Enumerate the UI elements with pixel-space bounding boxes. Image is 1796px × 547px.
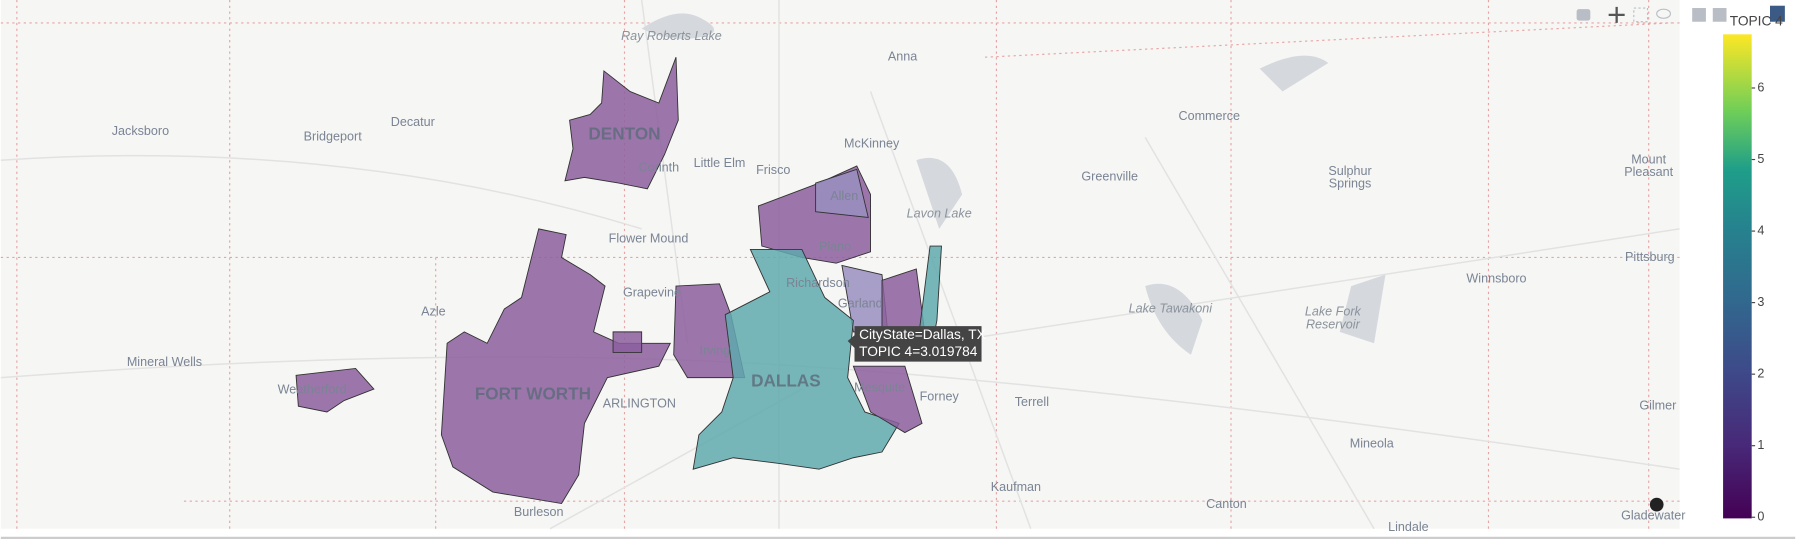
info-button[interactable]	[1649, 497, 1664, 512]
place-label: Little Elm	[694, 156, 746, 170]
place-label: FORT WORTH	[475, 383, 591, 403]
plotly-logo[interactable]	[1769, 5, 1785, 22]
place-label: Mount	[1631, 153, 1666, 167]
lasso-button[interactable]	[1656, 8, 1672, 19]
place-label: Mineola	[1350, 436, 1394, 450]
lakes	[641, 13, 1386, 355]
place-label: Lake Tawakoni	[1129, 301, 1214, 315]
place-label: Decatur	[391, 115, 435, 129]
place-label: Grapevine	[623, 285, 681, 299]
place-label: Anna	[888, 50, 917, 64]
place-label: ARLINGTON	[603, 396, 676, 410]
pan-button[interactable]	[1608, 6, 1625, 23]
place-label: Richardson	[786, 276, 850, 290]
zoom-in-button[interactable]	[1692, 8, 1706, 22]
place-label: Commerce	[1179, 109, 1241, 123]
place-label: Terrell	[1015, 395, 1049, 409]
place-label: Irving	[700, 344, 731, 358]
camera-button[interactable]	[1576, 9, 1591, 21]
place-label: Pleasant	[1624, 165, 1673, 179]
place-label: Reservoir	[1306, 317, 1361, 331]
place-label: Burleson	[514, 505, 564, 519]
place-label: Mineral Wells	[127, 355, 202, 369]
colorbar-tick-label: 6	[1757, 80, 1764, 94]
county-borders	[0, 0, 1680, 529]
place-label: DENTON	[588, 124, 660, 144]
zoom-out-button[interactable]	[1712, 8, 1727, 22]
place-label: Weatherford	[278, 383, 347, 397]
place-label: Kaufman	[991, 480, 1041, 494]
colorbar-tick-label: 5	[1757, 152, 1764, 166]
place-label: Frisco	[756, 163, 790, 177]
place-label: Gladewater	[1621, 508, 1685, 522]
colorbar-tick-label: 1	[1757, 438, 1764, 452]
place-label: Greenville	[1081, 170, 1138, 184]
place-label: Lindale	[1388, 520, 1429, 534]
tooltip-box	[847, 326, 982, 362]
place-label: Flower Mound	[609, 231, 689, 245]
box-select-button[interactable]	[1633, 7, 1649, 23]
colorbar-title: TOPIC 4	[1730, 13, 1783, 28]
place-label: Mesquite	[854, 380, 905, 394]
place-label: Gilmer	[1639, 399, 1676, 413]
colorbar-ticks: 0 1 2 3 4 5 6	[1751, 80, 1764, 524]
place-label: Lavon Lake	[907, 206, 972, 220]
place-label: Azle	[421, 305, 445, 319]
place-label: Bridgeport	[304, 130, 363, 144]
place-label: Canton	[1206, 497, 1247, 511]
place-label: Allen	[830, 189, 858, 203]
modebar	[1576, 5, 1785, 23]
place-label: DALLAS	[751, 371, 821, 391]
colorbar	[1723, 34, 1752, 519]
place-label: Ray Roberts Lake	[621, 29, 722, 43]
regions	[295, 57, 942, 505]
place-label: Forney	[920, 389, 960, 403]
place-label: Lake Fork	[1305, 305, 1362, 319]
place-label: Plano	[819, 240, 851, 254]
place-label: Springs	[1329, 177, 1372, 191]
place-label: Jacksboro	[112, 124, 169, 138]
colorbar-tick-label: 2	[1757, 366, 1764, 380]
place-label: Garland	[838, 297, 883, 311]
colorbar-tick-label: 0	[1757, 510, 1764, 524]
place-labels: Ray Roberts Lake Anna Jacksboro Decatur Brid…	[112, 29, 1686, 534]
colorbar-tick-label: 4	[1757, 223, 1764, 237]
tooltip: CityState=Dallas, TX TOPIC 4=3.019784	[847, 326, 986, 362]
tooltip-line: TOPIC 4=3.019784	[859, 344, 978, 359]
place-label: Pittsburg	[1625, 250, 1675, 264]
place-label: Sulphur	[1328, 164, 1371, 178]
place-label: Winnsboro	[1466, 272, 1526, 286]
tooltip-line: CityState=Dallas, TX	[859, 327, 986, 342]
place-label: Corinth	[639, 161, 680, 175]
place-label: McKinney	[844, 137, 900, 151]
colorbar-tick-label: 3	[1757, 295, 1764, 309]
